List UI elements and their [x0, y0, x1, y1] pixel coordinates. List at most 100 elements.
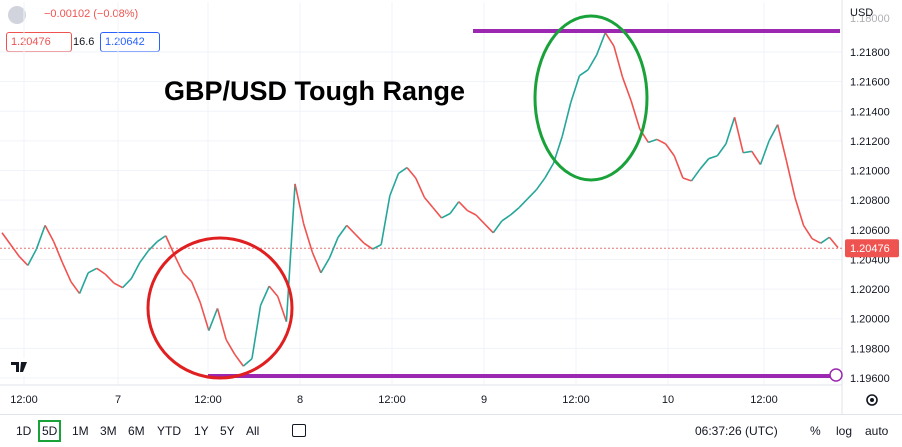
auto-toggle[interactable]: auto — [865, 424, 889, 438]
trough-circle — [146, 236, 294, 380]
series-segment — [406, 167, 417, 179]
price-chart[interactable]: 1.18000 1.21800 1.21600 1.21400 1.21200 1.210… — [0, 0, 902, 414]
series-segment — [776, 124, 788, 161]
series-segment — [785, 159, 796, 198]
utc-clock[interactable]: 06:37:26 (UTC) — [695, 424, 778, 438]
series-segment — [259, 285, 270, 306]
price-axis: 1.18000 1.21800 1.21600 1.21400 1.21200 1.210… — [850, 13, 890, 385]
timeframe-5y[interactable]: 5Y — [220, 424, 235, 438]
y-tick-label: 1.20200 — [850, 284, 890, 296]
series-segment — [768, 124, 779, 142]
timeframe-5d[interactable]: 5D — [38, 420, 62, 442]
series-segment — [337, 224, 348, 238]
series-segment — [664, 143, 675, 157]
timeframe-ytd[interactable]: YTD — [157, 424, 181, 438]
series-segment — [328, 236, 339, 259]
series-segment — [104, 273, 115, 284]
series-segment — [320, 257, 331, 274]
series-segment — [794, 196, 805, 226]
timeframe-3m[interactable]: 3M — [100, 424, 117, 438]
series-segment — [648, 138, 658, 144]
series-segment — [27, 248, 38, 266]
series-segment — [277, 296, 288, 322]
series-segment — [234, 353, 244, 367]
series-segment — [380, 195, 391, 245]
y-tick-label: 1.19600 — [850, 373, 890, 385]
series-segment — [441, 212, 451, 219]
x-tick-label: 10 — [662, 394, 674, 406]
series-segment — [354, 233, 365, 244]
log-toggle[interactable]: log — [836, 424, 853, 438]
price-series — [1, 32, 839, 367]
series-segment — [414, 177, 426, 198]
series-segment — [78, 272, 89, 294]
series-segment — [122, 278, 132, 289]
price-change: −0.00102 (−0.08%) — [44, 8, 139, 20]
series-segment — [35, 225, 46, 250]
series-segment — [673, 155, 684, 179]
y-tick-label: 1.21200 — [850, 136, 890, 148]
series-segment — [484, 223, 494, 234]
series-segment — [759, 140, 770, 165]
series-segment — [52, 241, 64, 263]
x-tick-label: 8 — [297, 394, 303, 406]
series-segment — [828, 236, 839, 249]
series-segment — [621, 76, 632, 102]
series-segment — [656, 138, 666, 145]
y-tick-label: 1.21400 — [850, 106, 890, 118]
bid-price-box[interactable]: 1.20476 — [6, 32, 72, 52]
x-tick-label: 12:00 — [10, 394, 38, 406]
series-segment — [449, 201, 460, 214]
series-segment — [613, 45, 624, 78]
series-segment — [87, 267, 98, 274]
x-tick-label: 12:00 — [750, 394, 778, 406]
timeframe-all[interactable]: All — [246, 424, 260, 438]
series-segment — [811, 237, 822, 244]
currency-label: USD — [850, 7, 873, 19]
series-segment — [268, 285, 279, 298]
series-segment — [682, 177, 692, 182]
last-price-label: 1.20476 — [845, 239, 899, 258]
series-segment — [165, 235, 176, 256]
series-segment — [113, 282, 124, 289]
eye-icon[interactable] — [8, 6, 26, 24]
series-segment — [346, 224, 356, 235]
series-segment — [535, 177, 546, 191]
timeframe-6m[interactable]: 6M — [128, 424, 145, 438]
settings-icon[interactable] — [866, 394, 878, 406]
timeframe-1d[interactable]: 1D — [16, 424, 32, 438]
series-segment — [630, 100, 641, 130]
series-segment — [363, 242, 374, 250]
series-segment — [716, 143, 727, 157]
last-price-text: 1.20476 — [850, 243, 890, 255]
y-tick-label: 1.20800 — [850, 195, 890, 207]
series-segment — [398, 166, 408, 175]
timeframe-1m[interactable]: 1M — [72, 424, 89, 438]
x-tick-label: 9 — [481, 394, 487, 406]
bottom-toolbar: 1D 5D 1M 3M 6M YTD 1Y 5Y All 06:37:26 (U… — [0, 414, 902, 447]
series-segment — [285, 183, 296, 322]
series-segment — [725, 116, 736, 145]
series-segment — [130, 262, 141, 280]
time-axis: 12:00 7 12:00 8 12:00 9 12:00 10 12:00 — [10, 394, 778, 406]
series-segment — [44, 224, 55, 243]
percent-toggle[interactable]: % — [810, 424, 821, 438]
series-segment — [423, 196, 434, 209]
series-segment — [302, 223, 314, 253]
y-tick-label: 1.20600 — [850, 225, 890, 237]
header-row: −0.00102 (−0.08%) — [4, 4, 204, 26]
series-segment — [18, 255, 29, 266]
range-lines — [208, 29, 840, 378]
spread-value: 16.6 — [73, 36, 95, 48]
x-tick-label: 7 — [115, 394, 121, 406]
series-segment — [139, 250, 150, 263]
series-segment — [432, 207, 443, 219]
series-segment — [294, 183, 305, 225]
series-segment — [389, 173, 400, 197]
date-range-icon[interactable] — [292, 424, 306, 437]
ask-price-box[interactable]: 1.20642 — [100, 32, 160, 52]
y-tick-label: 1.18000 — [850, 13, 890, 25]
timeframe-1y[interactable]: 1Y — [194, 424, 209, 438]
series-segment — [475, 214, 486, 225]
